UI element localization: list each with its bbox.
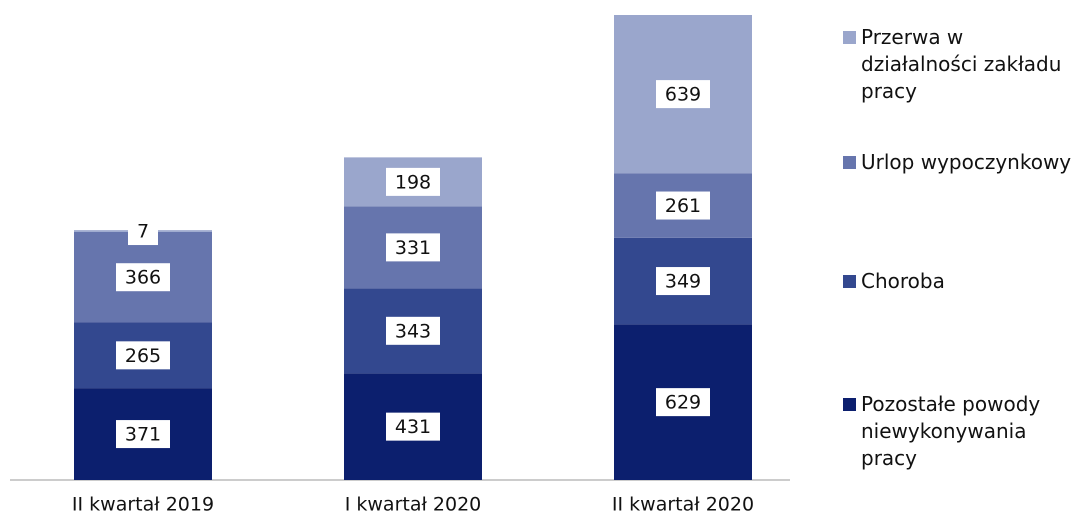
data-label: 343 bbox=[395, 320, 431, 342]
data-label: 629 bbox=[665, 392, 701, 414]
data-label: 331 bbox=[395, 237, 431, 259]
data-label: 639 bbox=[665, 84, 701, 106]
label-box bbox=[656, 267, 710, 296]
legend-label: Pozostałe powody niewykonywania pracy bbox=[861, 392, 1041, 470]
label-box bbox=[116, 420, 170, 449]
legend-swatch bbox=[843, 31, 856, 44]
data-label: 261 bbox=[665, 195, 701, 217]
legend-swatch bbox=[843, 156, 856, 169]
x-tick-label: II kwartał 2019 bbox=[72, 494, 214, 516]
legend-label: Choroba bbox=[861, 269, 945, 293]
data-label: 198 bbox=[395, 171, 431, 193]
label-box bbox=[116, 341, 170, 370]
label-box bbox=[656, 191, 710, 220]
data-label: 265 bbox=[125, 345, 161, 367]
x-tick-label: II kwartał 2020 bbox=[612, 494, 754, 516]
label-box bbox=[386, 412, 440, 441]
label-box bbox=[128, 217, 158, 246]
data-label: 431 bbox=[395, 416, 431, 438]
legend-swatch bbox=[843, 398, 856, 411]
legend-swatch bbox=[843, 275, 856, 288]
legend-label: Przerwa w działalności zakładu pracy bbox=[861, 25, 1062, 103]
label-box bbox=[656, 80, 710, 109]
label-box bbox=[656, 388, 710, 417]
legend-item: Przerwa w działalności zakładu pracy bbox=[843, 24, 1091, 105]
label-box bbox=[386, 316, 440, 345]
label-box bbox=[386, 167, 440, 196]
legend-item: Choroba bbox=[843, 268, 1091, 295]
x-tick-label: I kwartał 2020 bbox=[345, 494, 482, 516]
label-box bbox=[116, 263, 170, 292]
label-box bbox=[386, 233, 440, 262]
data-label: 371 bbox=[125, 424, 161, 446]
data-label: 7 bbox=[137, 221, 149, 243]
legend-item: Urlop wypoczynkowy bbox=[843, 149, 1091, 176]
legend-item: Pozostałe powody niewykonywania pracy bbox=[843, 391, 1091, 472]
data-label: 349 bbox=[665, 271, 701, 293]
data-label: 366 bbox=[125, 267, 161, 289]
legend-label: Urlop wypoczynkowy bbox=[861, 150, 1072, 174]
